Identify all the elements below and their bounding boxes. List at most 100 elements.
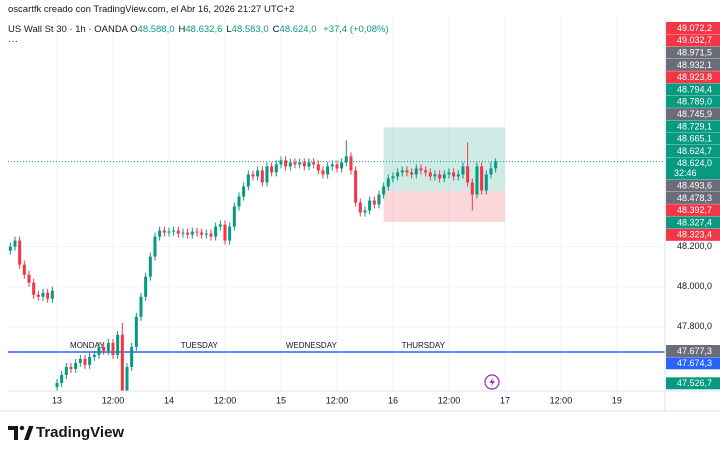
- ohlc: O48.588,0 H48.632,6 L48.583,0 C48.624,0: [130, 24, 320, 35]
- candle-body: [484, 174, 488, 191]
- candle-body: [456, 174, 460, 177]
- candle-body: [354, 170, 358, 203]
- candle-body: [172, 230, 176, 232]
- price-label: 48.323,4: [677, 230, 712, 240]
- candle-body: [461, 166, 465, 175]
- candle-body: [372, 200, 376, 205]
- candle-body: [340, 162, 344, 169]
- candle-body: [218, 224, 222, 227]
- candle-body: [120, 334, 124, 391]
- x-tick-label: 12:00: [326, 395, 349, 405]
- x-tick-label: 17: [500, 395, 510, 405]
- candle-body: [88, 356, 92, 365]
- symbol[interactable]: US Wall St 30 · 1h · OANDA: [8, 24, 128, 35]
- candle-body: [363, 210, 367, 213]
- candle-body: [92, 354, 96, 357]
- price-label: 48.493,6: [677, 180, 712, 190]
- candle-body: [377, 194, 381, 205]
- symbol-bar: US Wall St 30 · 1h · OANDA O48.588,0 H48.…: [8, 24, 389, 35]
- candle-body: [242, 186, 246, 197]
- candle-body: [298, 162, 302, 165]
- candle-body: [358, 202, 362, 213]
- price-label: 48.729,1: [677, 121, 712, 131]
- candle-body: [288, 162, 292, 167]
- candle-body: [368, 200, 372, 211]
- candle-body: [106, 342, 110, 351]
- candle-body: [293, 162, 297, 165]
- lightning-icon[interactable]: [484, 374, 500, 390]
- candle-body: [27, 274, 31, 283]
- candle-body: [405, 170, 409, 173]
- candle-body: [494, 161, 498, 169]
- candle-body: [489, 168, 493, 175]
- menu[interactable]: ···: [8, 36, 18, 47]
- candle-body: [386, 178, 390, 187]
- price-label-bg: [666, 120, 720, 133]
- countdown: 32:46: [674, 168, 697, 178]
- price-label: 48.665,1: [677, 134, 712, 144]
- candle-body: [181, 232, 185, 234]
- candle-body: [396, 172, 400, 177]
- candle-body: [46, 292, 50, 299]
- candle-body: [195, 231, 199, 233]
- candle-body: [335, 164, 339, 169]
- candle-body: [74, 362, 78, 369]
- price-label: 48.745,9: [677, 109, 712, 119]
- ohlc-value: 48.624,0: [279, 24, 317, 35]
- price-label-bg: [666, 204, 720, 217]
- price-label: 48.923,8: [677, 72, 712, 82]
- plot-area: MONDAY TUESDAY WEDNESDAY THURSDAY: [8, 127, 665, 391]
- price-label-bg: [666, 216, 720, 229]
- candle-body: [428, 172, 432, 177]
- y-tick-label: 48.200,0: [677, 241, 712, 251]
- candle-body: [466, 166, 470, 183]
- candle-body: [307, 162, 311, 167]
- candle-body: [13, 240, 17, 247]
- x-tick-label: 16: [388, 395, 398, 405]
- candle-body: [22, 264, 26, 275]
- price-label: 49.032,7: [677, 35, 712, 45]
- candle-body: [200, 232, 204, 235]
- candle-body: [78, 358, 82, 363]
- candle-body: [302, 162, 306, 167]
- candle-body: [419, 168, 423, 171]
- price-label: 48.932,1: [677, 60, 712, 70]
- x-tick-label: 14: [164, 395, 174, 405]
- ohlc-value: 48.583,0: [231, 24, 269, 35]
- price-label: 48.624,7: [677, 146, 712, 156]
- ohlc-value: 48.632,6: [185, 24, 223, 35]
- candle-body: [55, 382, 59, 387]
- candle-body: [111, 342, 115, 355]
- candle-body: [134, 316, 138, 347]
- candle-body: [480, 166, 484, 191]
- candle-body: [382, 186, 386, 195]
- candle-body: [260, 170, 264, 183]
- candle-body: [50, 290, 54, 299]
- day-label: WEDNESDAY: [286, 341, 338, 350]
- candle-body: [204, 233, 208, 235]
- candle-body: [148, 256, 152, 277]
- candle-body: [470, 182, 474, 195]
- candle-body: [102, 346, 106, 351]
- price-label-bg: [666, 58, 720, 71]
- candle-body: [209, 233, 213, 237]
- candle-body: [232, 206, 236, 227]
- ohlc-key: O: [130, 24, 138, 35]
- candle-body: [316, 164, 320, 171]
- candle-body: [69, 366, 73, 369]
- candle-body: [447, 172, 451, 175]
- candle-body: [228, 226, 232, 241]
- price-label: 47.526,7: [677, 378, 712, 388]
- candle-body: [60, 374, 64, 383]
- candle-body: [116, 334, 120, 355]
- candle-body: [452, 172, 456, 177]
- candle-body: [312, 162, 316, 165]
- candle-body: [438, 174, 442, 179]
- candle-body: [475, 166, 479, 195]
- price-label: 47.677,3: [677, 346, 712, 356]
- x-tick-label: 13: [52, 395, 62, 405]
- credit: oscartfk creado con TradingView.com, el …: [8, 4, 295, 15]
- price-label-bg: [666, 145, 720, 157]
- x-tick-label: 12:00: [550, 395, 573, 405]
